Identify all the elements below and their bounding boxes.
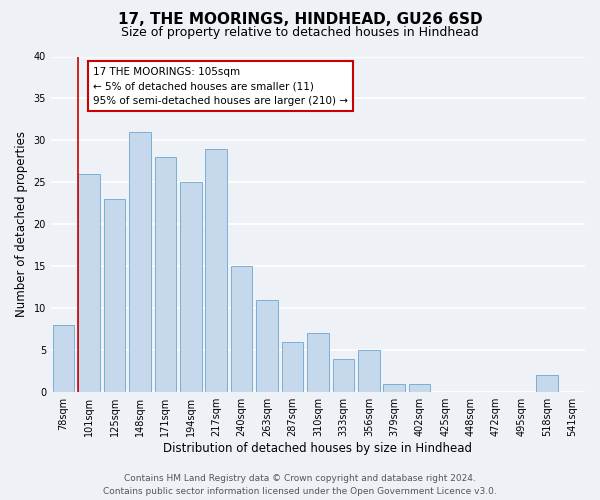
Y-axis label: Number of detached properties: Number of detached properties	[15, 132, 28, 318]
X-axis label: Distribution of detached houses by size in Hindhead: Distribution of detached houses by size …	[163, 442, 472, 455]
Bar	[205, 149, 227, 392]
Bar	[536, 376, 557, 392]
Bar	[104, 199, 125, 392]
Bar	[180, 182, 202, 392]
Bar	[358, 350, 380, 392]
Text: Size of property relative to detached houses in Hindhead: Size of property relative to detached ho…	[121, 26, 479, 39]
Bar	[409, 384, 430, 392]
Text: Contains HM Land Registry data © Crown copyright and database right 2024.
Contai: Contains HM Land Registry data © Crown c…	[103, 474, 497, 496]
Bar	[383, 384, 405, 392]
Text: 17 THE MOORINGS: 105sqm
← 5% of detached houses are smaller (11)
95% of semi-det: 17 THE MOORINGS: 105sqm ← 5% of detached…	[93, 66, 348, 106]
Bar	[155, 157, 176, 392]
Bar	[256, 300, 278, 392]
Bar	[282, 342, 304, 392]
Text: 17, THE MOORINGS, HINDHEAD, GU26 6SD: 17, THE MOORINGS, HINDHEAD, GU26 6SD	[118, 12, 482, 28]
Bar	[332, 358, 354, 392]
Bar	[53, 325, 74, 392]
Bar	[78, 174, 100, 392]
Bar	[129, 132, 151, 392]
Bar	[307, 334, 329, 392]
Bar	[231, 266, 253, 392]
